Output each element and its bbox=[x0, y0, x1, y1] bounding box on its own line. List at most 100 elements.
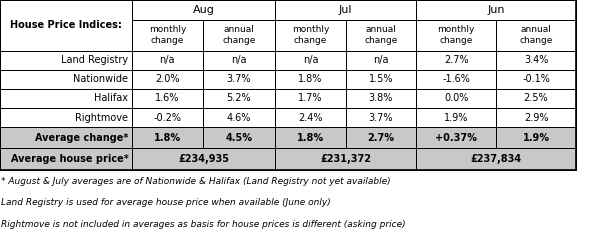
Text: 3.4%: 3.4% bbox=[524, 55, 548, 65]
Bar bbox=[416, 89, 496, 108]
Bar bbox=[132, 70, 203, 89]
Bar bbox=[346, 127, 416, 148]
Bar bbox=[416, 0, 576, 20]
Bar bbox=[132, 89, 203, 108]
Text: -0.1%: -0.1% bbox=[522, 74, 550, 84]
Bar bbox=[346, 20, 416, 51]
Text: Average house price*: Average house price* bbox=[10, 154, 128, 164]
Bar bbox=[496, 108, 576, 127]
Bar bbox=[0, 108, 132, 127]
Bar bbox=[203, 70, 275, 89]
Text: 4.6%: 4.6% bbox=[227, 113, 251, 122]
Bar bbox=[275, 89, 346, 108]
Text: Nationwide: Nationwide bbox=[73, 74, 128, 84]
Text: 3.8%: 3.8% bbox=[369, 94, 393, 103]
Text: 2.7%: 2.7% bbox=[444, 55, 468, 65]
Text: Aug: Aug bbox=[193, 5, 214, 15]
Text: 1.8%: 1.8% bbox=[154, 133, 181, 143]
Text: monthly
change: monthly change bbox=[149, 25, 186, 45]
Text: 3.7%: 3.7% bbox=[227, 74, 251, 84]
Text: £237,834: £237,834 bbox=[470, 154, 522, 164]
Bar bbox=[0, 51, 132, 70]
Text: 2.5%: 2.5% bbox=[524, 94, 548, 103]
Text: £234,935: £234,935 bbox=[178, 154, 229, 164]
Text: House Price Indices:: House Price Indices: bbox=[10, 20, 122, 30]
Bar bbox=[346, 70, 416, 89]
Bar bbox=[132, 148, 275, 170]
Bar bbox=[496, 51, 576, 70]
Bar bbox=[346, 51, 416, 70]
Text: 1.6%: 1.6% bbox=[155, 94, 179, 103]
Text: Rightmove is not included in averages as basis for house prices is different (as: Rightmove is not included in averages as… bbox=[1, 220, 406, 228]
Text: Jun: Jun bbox=[488, 5, 505, 15]
Bar bbox=[275, 0, 416, 20]
Bar bbox=[496, 70, 576, 89]
Text: annual
change: annual change bbox=[364, 25, 398, 45]
Bar bbox=[346, 89, 416, 108]
Bar bbox=[416, 108, 496, 127]
Text: n/a: n/a bbox=[373, 55, 389, 65]
Text: Jul: Jul bbox=[339, 5, 352, 15]
Text: n/a: n/a bbox=[303, 55, 318, 65]
Text: 5.2%: 5.2% bbox=[227, 94, 251, 103]
Bar bbox=[275, 70, 346, 89]
Bar bbox=[275, 127, 346, 148]
Bar bbox=[416, 148, 576, 170]
Text: Halifax: Halifax bbox=[95, 94, 128, 103]
Text: annual
change: annual change bbox=[519, 25, 553, 45]
Bar bbox=[0, 89, 132, 108]
Text: annual
change: annual change bbox=[222, 25, 255, 45]
Text: 0.0%: 0.0% bbox=[444, 94, 468, 103]
Text: 3.7%: 3.7% bbox=[369, 113, 393, 122]
Bar bbox=[416, 20, 496, 51]
Text: £231,372: £231,372 bbox=[320, 154, 371, 164]
Bar bbox=[0, 127, 132, 148]
Text: 1.9%: 1.9% bbox=[444, 113, 468, 122]
Text: -0.2%: -0.2% bbox=[154, 113, 181, 122]
Bar bbox=[275, 148, 416, 170]
Bar bbox=[132, 0, 275, 20]
Bar bbox=[416, 51, 496, 70]
Text: 2.0%: 2.0% bbox=[155, 74, 179, 84]
Bar bbox=[416, 127, 496, 148]
Bar bbox=[346, 108, 416, 127]
Text: * August & July averages are of Nationwide & Halifax (Land Registry not yet avai: * August & July averages are of Nationwi… bbox=[1, 177, 391, 186]
Bar bbox=[132, 108, 203, 127]
Text: 1.9%: 1.9% bbox=[523, 133, 550, 143]
Text: 2.7%: 2.7% bbox=[368, 133, 394, 143]
Text: 4.5%: 4.5% bbox=[225, 133, 252, 143]
Text: monthly
change: monthly change bbox=[292, 25, 329, 45]
Text: 2.4%: 2.4% bbox=[298, 113, 322, 122]
Bar bbox=[496, 20, 576, 51]
Bar bbox=[275, 108, 346, 127]
Bar bbox=[132, 51, 203, 70]
Text: n/a: n/a bbox=[160, 55, 175, 65]
Text: 1.5%: 1.5% bbox=[369, 74, 393, 84]
Bar bbox=[0, 0, 576, 170]
Bar bbox=[203, 127, 275, 148]
Bar bbox=[203, 51, 275, 70]
Bar bbox=[275, 20, 346, 51]
Bar bbox=[132, 127, 203, 148]
Bar bbox=[132, 20, 203, 51]
Text: 1.8%: 1.8% bbox=[297, 133, 324, 143]
Text: 1.7%: 1.7% bbox=[298, 94, 322, 103]
Text: 1.8%: 1.8% bbox=[298, 74, 322, 84]
Text: +0.37%: +0.37% bbox=[435, 133, 477, 143]
Bar bbox=[203, 89, 275, 108]
Bar bbox=[496, 127, 576, 148]
Bar bbox=[203, 20, 275, 51]
Text: Average change*: Average change* bbox=[35, 133, 128, 143]
Bar bbox=[275, 51, 346, 70]
Text: Rightmove: Rightmove bbox=[76, 113, 128, 122]
Text: n/a: n/a bbox=[231, 55, 247, 65]
Text: monthly
change: monthly change bbox=[438, 25, 475, 45]
Text: Land Registry is used for average house price when available (June only): Land Registry is used for average house … bbox=[1, 198, 331, 207]
Bar bbox=[496, 89, 576, 108]
Bar bbox=[203, 108, 275, 127]
Text: -1.6%: -1.6% bbox=[442, 74, 470, 84]
Text: Land Registry: Land Registry bbox=[61, 55, 128, 65]
Bar bbox=[0, 0, 132, 51]
Bar bbox=[416, 70, 496, 89]
Bar bbox=[0, 70, 132, 89]
